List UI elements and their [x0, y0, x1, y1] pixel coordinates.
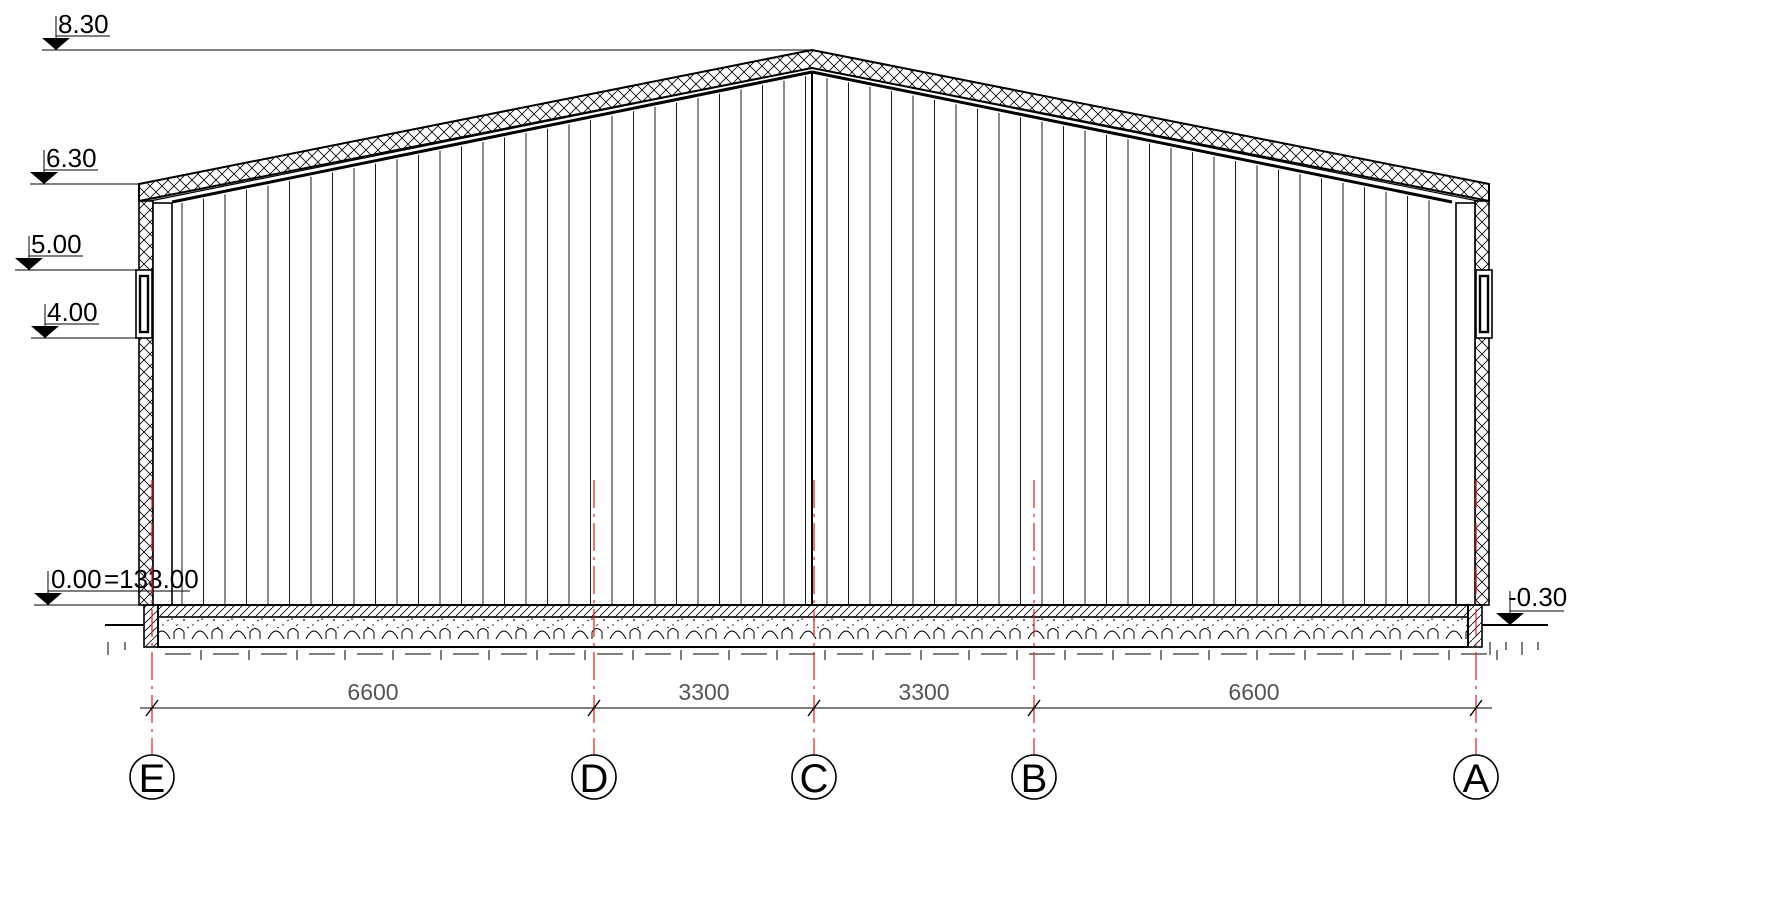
axis-bubble-d: D [571, 754, 617, 801]
axis-bubble-e: E [129, 754, 175, 801]
right-foundation [1467, 604, 1483, 648]
right-wall-insulation [1474, 200, 1490, 606]
dimension-tick [145, 699, 159, 717]
roof-underside-line [171, 70, 813, 204]
left-column [152, 202, 173, 606]
level-marker-ridge: 8.30 [42, 9, 812, 51]
soil-marks [107, 642, 1539, 660]
axis-label-c: C [800, 757, 829, 801]
dimension-tick [1469, 699, 1483, 717]
dimension-tick [1027, 699, 1041, 717]
left-foundation [143, 604, 159, 648]
dimension-b-a: 6600 [1228, 679, 1279, 705]
dimension-tick [587, 699, 601, 717]
level-marker-eave: 6.30 [30, 143, 139, 185]
dimension-ticks [145, 699, 1483, 717]
roof-inner-line [811, 67, 1479, 202]
right-window-sash [1478, 274, 1490, 334]
left-window-sash [138, 274, 150, 334]
level-marker-ground: -0.30 [1496, 582, 1567, 625]
level-label-eave: 6.30 [46, 143, 97, 173]
axis-bubble-a: A [1453, 754, 1499, 801]
right-window [1475, 269, 1493, 339]
level-label-floor: 0.00 [51, 564, 102, 594]
dimension-d-c: 3300 [678, 679, 729, 705]
left-wall-insulation [138, 200, 154, 606]
level-label-floor-absolute: =133.00 [104, 564, 199, 594]
level-marker-window-top: 5.00 [15, 229, 136, 271]
axis-bubble-b: B [1011, 754, 1057, 801]
axis-label-b: B [1021, 757, 1048, 801]
level-label-ridge: 8.30 [58, 9, 109, 39]
axis-label-e: E [139, 757, 166, 801]
dimension-e-d: 6600 [347, 679, 398, 705]
roof-underside-line [811, 70, 1453, 204]
level-label-window-bottom: 4.00 [47, 297, 98, 327]
level-label-ground: -0.30 [1508, 582, 1567, 612]
floor-gravel [158, 628, 1468, 647]
floor-screed [157, 604, 1469, 618]
level-marker-window-bottom: 4.00 [31, 297, 136, 339]
dimension-c-b: 3300 [898, 679, 949, 705]
dimension-tick [807, 699, 821, 717]
floor-concrete [158, 617, 1468, 631]
right-column [1455, 202, 1476, 606]
gable-wall-corrugation [181, 76, 1430, 605]
axis-label-d: D [580, 757, 609, 801]
axis-label-a: A [1463, 757, 1490, 801]
left-window [135, 269, 153, 339]
roof-inner-line [149, 67, 813, 202]
level-marker-floor: 0.00 =133.00 [34, 564, 199, 606]
axis-bubble-c: C [791, 754, 837, 801]
level-label-window-top: 5.00 [31, 229, 82, 259]
